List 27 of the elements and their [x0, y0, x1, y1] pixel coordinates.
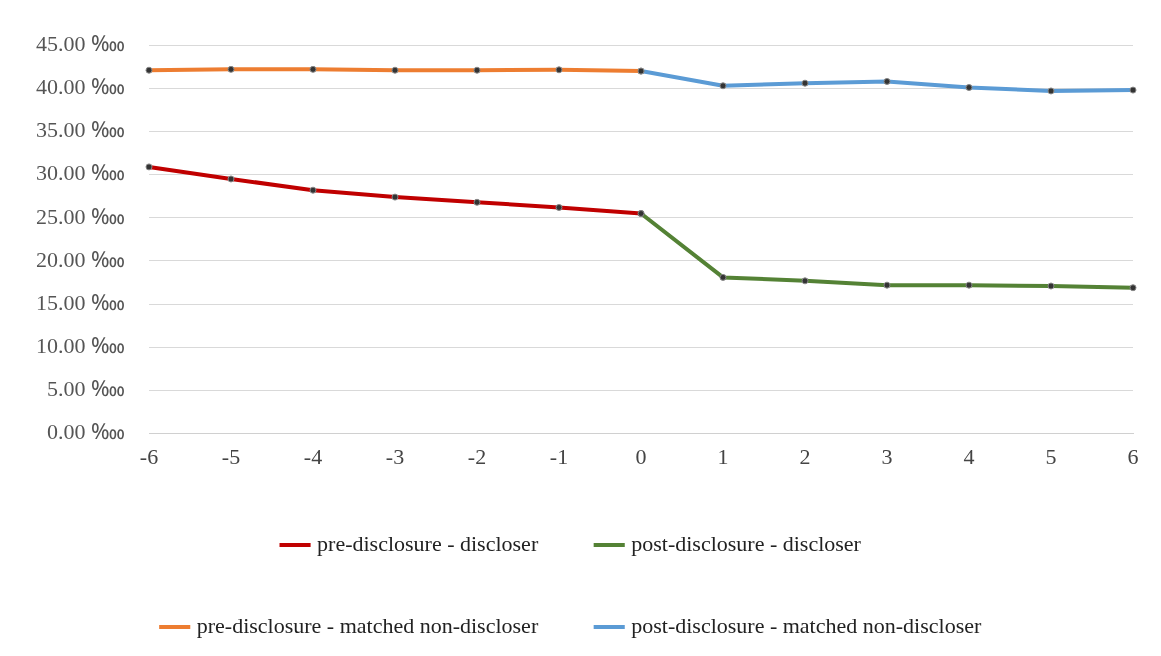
- x-tick-label: -6: [139, 443, 159, 469]
- x-tick-label: 2: [799, 443, 811, 469]
- y-tick-label: 15.00 ‱: [36, 289, 125, 315]
- x-tick-label: 3: [881, 443, 893, 469]
- legend-label: post-disclosure - matched non-discloser: [631, 612, 982, 638]
- x-tick-label: -4: [303, 443, 323, 469]
- x-tick-label: 4: [963, 443, 975, 469]
- y-tick-label: 20.00 ‱: [36, 246, 125, 272]
- y-tick-label: 10.00 ‱: [36, 333, 125, 359]
- y-tick-label: 30.00 ‱: [36, 160, 125, 186]
- x-tick-label: -1: [549, 443, 569, 469]
- x-tick-label: 6: [1127, 443, 1139, 469]
- x-tick-label: -5: [221, 443, 241, 469]
- y-tick-label: 25.00 ‱: [36, 203, 125, 229]
- x-tick-label: 0: [635, 443, 647, 469]
- y-tick-label: 5.00 ‱: [47, 376, 125, 402]
- x-tick-label: -3: [385, 443, 405, 469]
- x-tick-label: 1: [717, 443, 729, 469]
- legend-label: pre-disclosure - discloser: [317, 530, 539, 556]
- legend-label: pre-disclosure - matched non-discloser: [196, 612, 539, 638]
- x-tick-label: -2: [467, 443, 487, 469]
- x-tick-label: 5: [1045, 443, 1057, 469]
- y-tick-label: 45.00 ‱: [36, 30, 125, 56]
- y-tick-label: 40.00 ‱: [36, 74, 125, 100]
- y-tick-label: 35.00 ‱: [36, 117, 125, 143]
- y-tick-label: 0.00 ‱: [47, 419, 125, 445]
- legend-label: post-disclosure - discloser: [631, 530, 862, 556]
